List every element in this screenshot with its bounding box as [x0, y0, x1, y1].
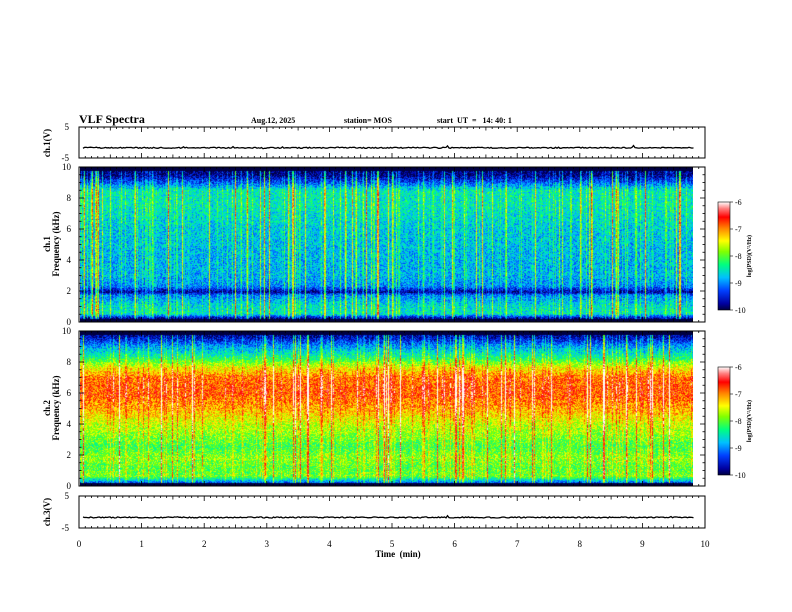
ch1-colorbar: -6 -7 -8 -9 -10 log(PSD)(V²/Hz): [717, 198, 753, 315]
colorbar-tick-label: -7: [735, 225, 742, 234]
axis-ticks: [78, 127, 706, 528]
ch2-spectrogram-image: [80, 331, 693, 486]
ch2-colorbar-ticks: -6 -7 -8 -9 -10: [730, 363, 746, 480]
colorbar-tick-label: -8: [735, 252, 742, 261]
colorbar-tick-label: -9: [735, 444, 742, 453]
ch3-waveform-panel: [78, 495, 706, 529]
ch1-ytick-top: 5: [65, 122, 70, 132]
date-label: Aug.12, 2025: [251, 116, 295, 125]
x-tick-label: 6: [452, 539, 457, 549]
ch2-spec-ylabel-text: Frequency (kHz): [51, 375, 61, 440]
ch1-colorbar-label: log(PSD)(V²/Hz): [746, 235, 753, 277]
figure-title: VLF Spectra: [79, 112, 145, 126]
ch1-waveform-trace: [82, 144, 694, 150]
ch1-spec-ytick-8: 8: [67, 193, 72, 203]
ch1-spec-ytick-0: 0: [67, 317, 72, 327]
x-tick-labels: 0 1 2 3 4 5 6 7 8 9 10: [77, 539, 710, 549]
ch1-spec-yticks: 0 2 4 6 8 10: [62, 162, 72, 327]
colorbar-tick-label: -6: [735, 363, 742, 372]
ch2-spec-yticks: 0 2 4 6 8 10: [62, 326, 72, 491]
ch2-spec-ytick-4: 4: [67, 419, 72, 429]
x-axis-label: Time (min): [375, 549, 420, 559]
x-tick-label: 9: [640, 539, 645, 549]
x-tick-label: 8: [578, 539, 583, 549]
ch2-spectrogram-panel: [78, 330, 706, 487]
ch1-spectrogram-panel: [78, 166, 706, 323]
ch2-colorbar: -6 -7 -8 -9 -10 log(PSD)(V²/Hz): [717, 363, 753, 480]
x-tick-label: 10: [701, 539, 711, 549]
x-tick-label: 5: [390, 539, 395, 549]
ch2-spec-ytick-0: 0: [67, 481, 72, 491]
ch2-spec-ylabel: ch.2 Frequency (kHz): [42, 375, 61, 440]
ch1-ytick-bottom: -5: [62, 153, 70, 163]
x-tick-label: 0: [77, 539, 82, 549]
x-tick-label: 2: [202, 539, 207, 549]
colorbar-tick-label: -8: [735, 417, 742, 426]
ch3-ytick-bottom: -5: [62, 523, 70, 533]
ch1-spec-ytick-6: 6: [67, 224, 72, 234]
x-tick-label: 1: [139, 539, 144, 549]
station-label: station= MOS: [344, 116, 392, 125]
colorbar-tick-label: -6: [735, 198, 742, 207]
ch2-spec-ytick-8: 8: [67, 357, 72, 367]
ch1-spec-ytick-2: 2: [67, 286, 72, 296]
ch1-spec-ylabel-prefix: ch.1: [42, 236, 52, 252]
x-tick-label: 4: [327, 539, 332, 549]
ch1-waveform-ylabel: ch.1(V): [42, 129, 52, 157]
colorbar-tick-label: -7: [735, 390, 742, 399]
ch2-spec-ytick-6: 6: [67, 388, 72, 398]
ch2-spec-ytick-2: 2: [67, 450, 72, 460]
ch1-colorbar-gradient: [717, 201, 731, 311]
ch2-colorbar-gradient: [717, 366, 731, 476]
ch1-colorbar-ticks: -6 -7 -8 -9 -10: [730, 198, 746, 315]
ch1-waveform-panel: [78, 126, 706, 159]
ch1-spectrogram-image: [80, 167, 693, 322]
colorbar-tick-label: -10: [735, 471, 746, 480]
ch1-spec-ylabel-text: Frequency (kHz): [51, 211, 61, 276]
ch1-spec-ylabel: ch.1 Frequency (kHz): [42, 211, 61, 276]
ch3-waveform-ylabel: ch.3(V): [42, 498, 52, 526]
ch1-spec-ytick-10: 10: [62, 162, 72, 172]
ch2-colorbar-label: log(PSD)(V²/Hz): [746, 400, 753, 442]
colorbar-tick-label: -10: [735, 306, 746, 315]
ch2-spec-ylabel-prefix: ch.2: [42, 400, 52, 416]
x-tick-label: 7: [515, 539, 520, 549]
ch3-ytick-top: 5: [65, 491, 70, 501]
x-tick-label: 3: [265, 539, 270, 549]
ch3-waveform-trace: [82, 514, 694, 519]
ch2-spec-ytick-10: 10: [62, 326, 72, 336]
colorbar-tick-label: -9: [735, 279, 742, 288]
start-time-label: start UT = 14: 40: 1: [437, 116, 512, 125]
ch1-spec-ytick-4: 4: [67, 255, 72, 265]
